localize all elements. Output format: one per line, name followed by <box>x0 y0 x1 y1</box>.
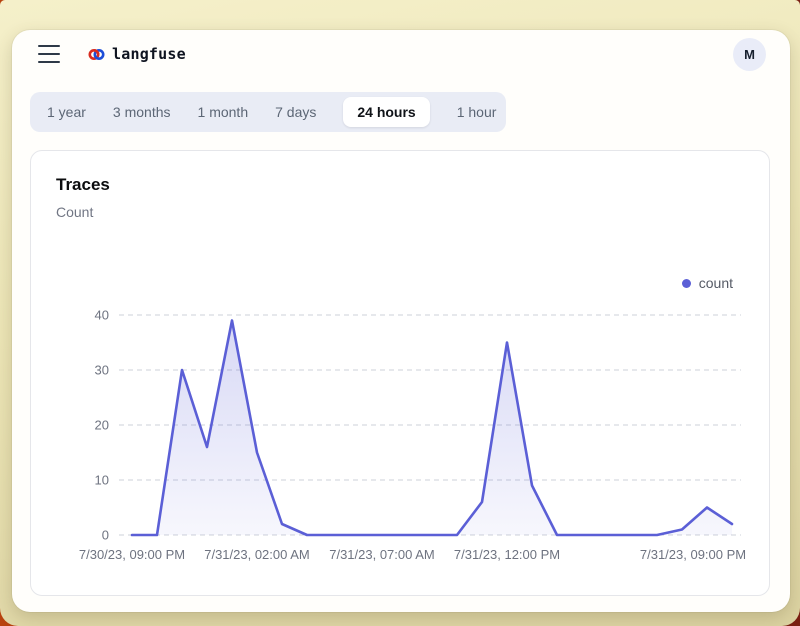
hamburger-icon <box>38 45 60 48</box>
knot-logo-icon <box>88 48 105 60</box>
app-header: langfuse M <box>12 32 790 76</box>
x-tick-label: 7/31/23, 07:00 AM <box>329 547 435 562</box>
tab-1-year[interactable]: 1 year <box>47 97 86 127</box>
x-tick-label: 7/30/23, 09:00 PM <box>79 547 185 562</box>
y-tick-label: 40 <box>95 308 109 323</box>
traces-chart-card: Traces Count count 0 10 20 30 40 7/30/23, 09:… <box>30 150 770 596</box>
y-tick-label: 20 <box>95 418 109 433</box>
x-tick-label: 7/31/23, 02:00 AM <box>204 547 310 562</box>
y-tick-label: 30 <box>95 363 109 378</box>
tab-1-hour[interactable]: 1 hour <box>457 97 497 127</box>
tab-24-hours[interactable]: 24 hours <box>343 97 430 127</box>
card-subtitle: Count <box>56 204 94 220</box>
card-title: Traces <box>56 175 110 194</box>
tab-1-month[interactable]: 1 month <box>198 97 249 127</box>
x-tick-label: 7/31/23, 09:00 PM <box>640 547 746 562</box>
traces-area-chart: 0 10 20 30 40 7/30/23, 09:00 PM 7/31/23, 02:00… <box>79 308 746 563</box>
legend-dot-icon <box>681 278 691 288</box>
brand-name: langfuse <box>112 45 186 63</box>
count-line-series <box>130 319 734 537</box>
time-range-tabbar: 1 year 3 months 1 month 7 days 24 hours 1 hou… <box>30 92 506 132</box>
brand[interactable]: langfuse <box>88 45 186 63</box>
legend-label: count <box>698 275 733 291</box>
user-avatar[interactable]: M <box>733 37 766 71</box>
x-tick-label: 7/31/23, 12:00 PM <box>454 547 560 562</box>
y-tick-label: 10 <box>95 473 109 488</box>
chart-legend: count <box>681 275 733 291</box>
menu-button[interactable] <box>38 45 62 63</box>
tab-7-days[interactable]: 7 days <box>275 97 316 127</box>
tab-3-months[interactable]: 3 months <box>113 97 171 127</box>
app-window: langfuse M 1 year 3 months 1 month 7 days 24… <box>12 30 790 612</box>
count-area-fill <box>132 320 732 535</box>
y-tick-label: 0 <box>102 528 109 543</box>
